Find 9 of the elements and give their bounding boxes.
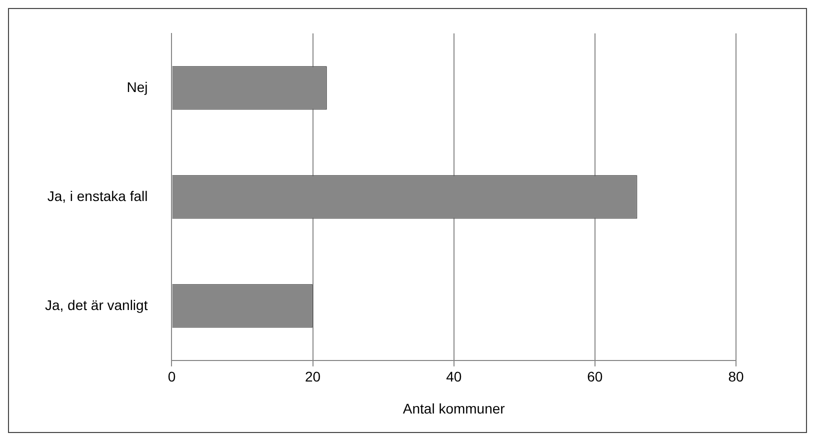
- x-tick-label: 40: [446, 368, 462, 385]
- y-tick-label: Nej: [126, 78, 148, 95]
- x-tick-label: 20: [305, 368, 321, 385]
- y-tick-label: Ja, det är vanligt: [44, 296, 148, 313]
- x-tick-label: 80: [728, 368, 744, 385]
- x-axis-title: Antal kommuner: [402, 400, 506, 416]
- x-tick-label: 0: [168, 368, 176, 385]
- y-tick-label: Ja, i enstaka fall: [47, 188, 148, 204]
- x-tick-label: 60: [587, 368, 603, 385]
